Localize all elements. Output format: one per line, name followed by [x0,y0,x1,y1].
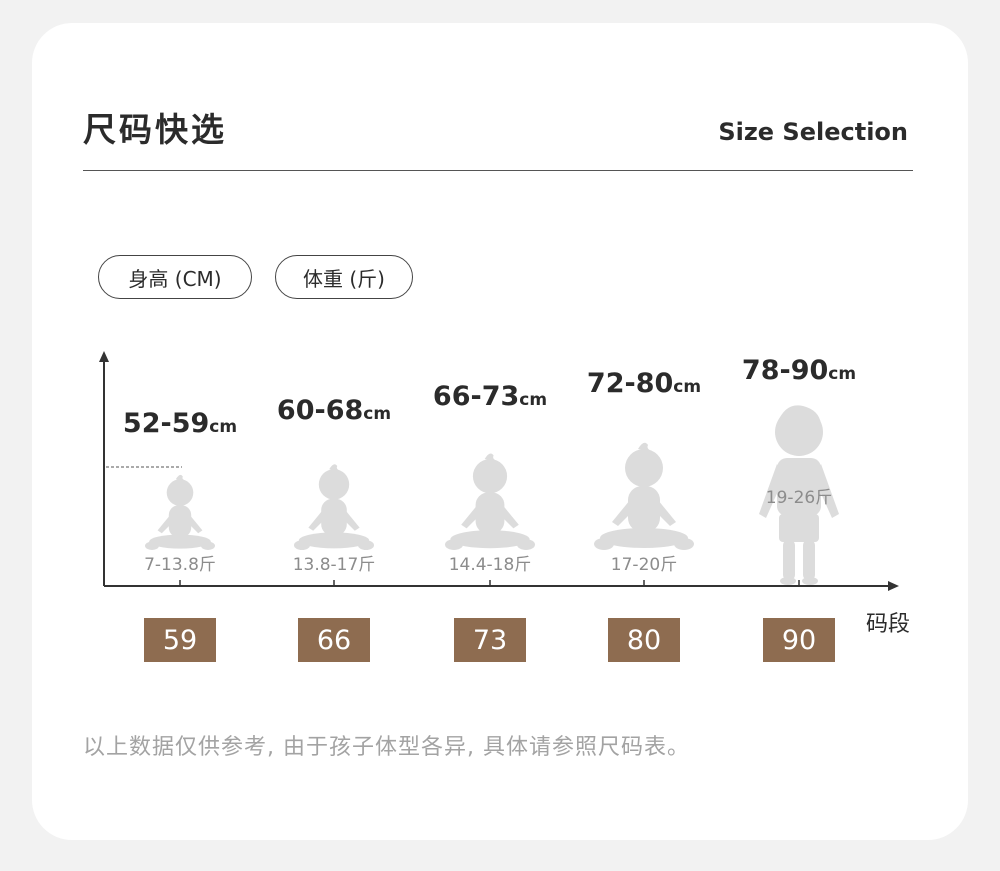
size-option-66[interactable]: 66 [298,618,370,662]
divider [83,170,913,171]
weight-range-label: 13.8-17斤 [293,555,376,575]
x-axis-label: 码段 [866,612,911,637]
sitting-baby-figure [445,453,535,550]
page-subtitle: Size Selection [718,118,908,146]
weight-range-label: 19-26斤 [766,488,832,508]
height-range-label: 78-90cm [742,355,856,386]
sitting-baby-figure [594,442,694,550]
height-range-label: 52-59cm [123,408,237,439]
x-axis-arrow [888,581,899,591]
size-option-73[interactable]: 73 [454,618,526,662]
height-filter-button[interactable]: 身高 (CM) [98,255,252,299]
height-range-label: 60-68cm [277,395,391,426]
size-option-59[interactable]: 59 [144,618,216,662]
height-range-label: 72-80cm [587,368,701,399]
standing-child-figure [759,405,839,585]
weight-filter-button[interactable]: 体重 (斤) [275,255,413,299]
weight-range-label: 7-13.8斤 [144,555,216,575]
chart-axes [99,351,899,591]
height-range-label: 66-73cm [433,381,547,412]
weight-range-label: 17-20斤 [611,555,677,575]
disclaimer-note: 以上数据仅供参考, 由于孩子体型各异, 具体请参照尺码表。 [83,735,690,760]
size-option-90[interactable]: 90 [763,618,835,662]
weight-range-label: 14.4-18斤 [449,555,532,575]
sitting-baby-figure [294,464,374,550]
y-axis-arrow [99,351,109,362]
size-option-80[interactable]: 80 [608,618,680,662]
page-title: 尺码快选 [83,110,227,149]
sitting-baby-figure [145,474,215,550]
